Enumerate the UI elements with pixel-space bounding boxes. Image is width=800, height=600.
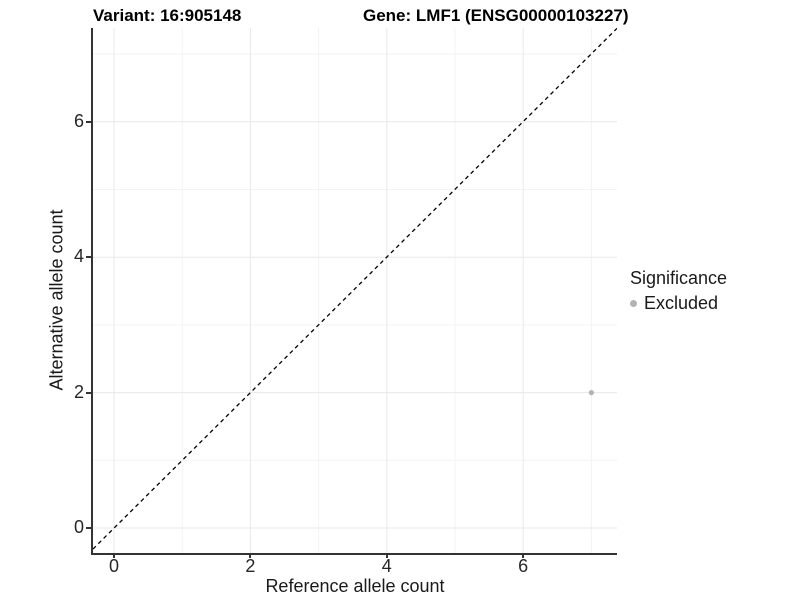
legend-marker-dot [630,300,637,307]
x-tick-label: 0 [108,556,119,576]
legend-items: Excluded [630,293,727,314]
y-tick-label: 2 [73,381,84,402]
plot-panel [91,28,617,555]
x-axis-title: Reference allele count [265,576,445,596]
y-tick-label: 6 [73,110,84,131]
x-tick-label: 6 [518,556,529,576]
y-tick-label: 4 [73,246,84,267]
x-tick-label: 2 [245,556,256,576]
data-point [588,390,594,396]
variant-title: Variant: 16:905148 [93,6,242,25]
x-tick-mark [249,553,252,558]
gene-title: Gene: LMF1 (ENSG00000103227) [363,6,629,25]
y-tick-mark [86,391,91,394]
legend-item-label: Excluded [644,293,719,313]
x-tick-label: 4 [381,556,392,576]
y-tick-mark [86,256,91,259]
y-tick-label: 0 [73,517,84,537]
legend: Significance Excluded [630,268,727,314]
y-axis-title: Alternative allele count [46,209,67,391]
y-tick-mark [86,527,91,529]
y-tick-mark [86,120,91,123]
x-tick-mark [385,553,388,558]
legend-title: Significance [630,268,728,288]
plot-area-svg [93,28,617,553]
x-tick-mark [522,553,525,558]
x-tick-mark [113,553,115,558]
identity-line [93,28,617,550]
legend-item: Excluded [630,293,727,314]
